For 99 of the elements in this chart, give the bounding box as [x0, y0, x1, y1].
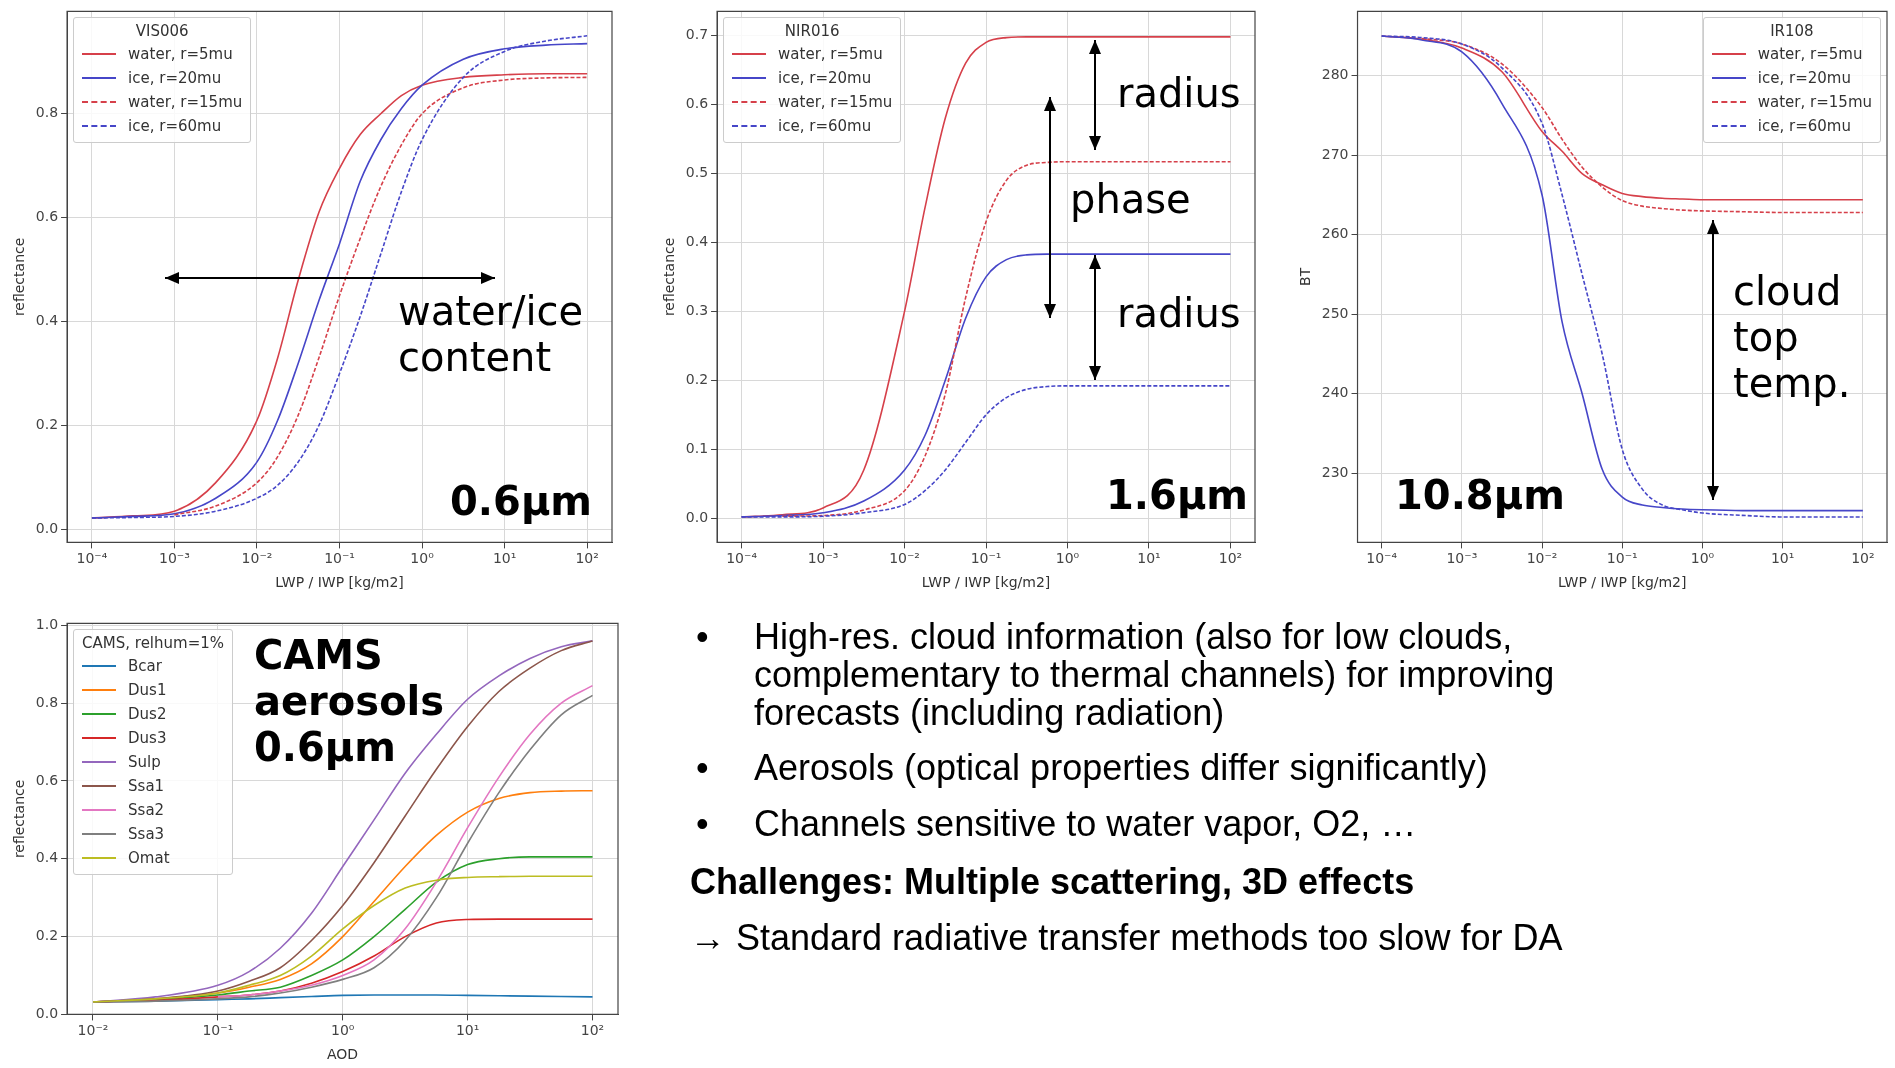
legend-label: Ssa2: [128, 801, 165, 820]
x-tick-label: 10⁻³: [159, 550, 190, 567]
y-tick-label: 0.0: [685, 508, 709, 525]
text: • High-res. cloud information (also for low clouds, complementary to thermal channels) for improving forecasts (including radiation): [696, 616, 1555, 733]
x-tick-label: 10⁻⁴: [76, 550, 108, 567]
annotation: 0.6µm: [450, 478, 592, 524]
y-tick-label: 0.4: [685, 233, 709, 250]
y-tick-label: 0.8: [35, 693, 59, 710]
annotation: CAMS aerosols 0.6µm: [254, 632, 445, 770]
y-tick-label: 0.1: [685, 439, 709, 456]
y-tick-label: 0.8: [35, 104, 59, 121]
y-tick-label: 0.6: [35, 771, 59, 788]
text: • Channels sensitive to water vapor, O2, …: [696, 803, 1417, 845]
x-tick-label: 10¹: [1770, 550, 1795, 567]
text: • Aerosols (optical properties differ significantly): [696, 747, 1488, 789]
x-tick-label: 10⁻²: [77, 1022, 109, 1039]
y-tick-label: 0.4: [35, 312, 59, 329]
annotation: radius: [1117, 290, 1241, 336]
x-tick-label: 10¹: [455, 1022, 480, 1039]
x-axis-title: AOD: [326, 1046, 359, 1063]
y-tick-label: 230: [1321, 463, 1349, 480]
legend-label: ice, r=60mu: [1757, 117, 1851, 136]
y-axis-title: reflectance: [11, 779, 28, 859]
legend-label: water, r=15mu: [778, 93, 893, 112]
x-tick-label: 10⁻²: [241, 550, 273, 567]
y-tick-label: 1.0: [35, 615, 59, 632]
text: Challenges: Multiple scattering, 3D effects: [690, 860, 1416, 903]
y-tick-label: 0.6: [35, 208, 59, 225]
y-axis-title: reflectance: [661, 237, 678, 317]
x-tick-label: 10²: [580, 1022, 605, 1039]
legend-label: ice, r=60mu: [128, 117, 222, 136]
x-tick-label: 10⁻¹: [324, 550, 355, 567]
x-tick-label: 10²: [1218, 550, 1243, 567]
legend-label: ice, r=20mu: [778, 69, 872, 88]
y-tick-label: 0.0: [35, 1005, 59, 1022]
x-tick-label: 10⁰: [410, 550, 435, 567]
y-tick-label: 260: [1321, 225, 1349, 242]
legend-label: water, r=5mu: [778, 45, 883, 64]
x-axis-title: LWP / IWP [kg/m2]: [1558, 574, 1687, 591]
legend-label: water, r=5mu: [1757, 45, 1863, 64]
y-tick-label: 0.3: [685, 302, 709, 319]
x-tick-label: 10⁻³: [1446, 550, 1478, 567]
x-tick-label: 10⁻²: [889, 550, 920, 567]
annotation: phase: [1070, 176, 1191, 222]
x-tick-label: 10⁰: [331, 1022, 355, 1039]
x-tick-label: 10⁻¹: [970, 550, 1002, 567]
y-tick-label: 0.2: [35, 416, 59, 433]
y-tick-label: 0.0: [35, 520, 59, 537]
legend-label: ice, r=20mu: [128, 69, 222, 88]
y-tick-label: 0.5: [685, 164, 709, 181]
legend-label: Omat: [128, 849, 170, 868]
legend-label: water, r=15mu: [128, 93, 243, 112]
x-axis-title: LWP / IWP [kg/m2]: [921, 574, 1051, 591]
y-tick-label: 0.7: [685, 26, 709, 43]
legend-label: Ssa3: [128, 825, 165, 844]
legend-label: Ssa1: [128, 777, 165, 796]
legend-label: Bcar: [128, 657, 162, 676]
annotation: 10.8µm: [1395, 472, 1565, 518]
annotation: cloud top temp.: [1733, 268, 1852, 406]
x-tick-label: 10⁻⁴: [1366, 550, 1398, 567]
legend-label: ice, r=20mu: [1757, 69, 1851, 88]
legend-label: ice, r=60mu: [778, 117, 872, 136]
x-tick-label: 10¹: [492, 550, 517, 567]
x-tick-label: 10⁻⁴: [726, 550, 758, 567]
x-tick-label: 10⁻³: [807, 550, 839, 567]
x-tick-label: 10¹: [1137, 550, 1161, 567]
x-tick-label: 10²: [1851, 550, 1875, 567]
legend-title: IR108: [1769, 22, 1815, 41]
x-tick-label: 10⁻²: [1526, 550, 1558, 567]
y-tick-label: 250: [1321, 304, 1349, 321]
annotation: 1.6µm: [1106, 472, 1248, 518]
y-tick-label: 270: [1321, 145, 1349, 162]
x-tick-label: 10⁰: [1690, 550, 1715, 567]
y-tick-label: 0.2: [685, 370, 709, 387]
y-tick-label: 280: [1321, 66, 1349, 83]
y-tick-label: 0.4: [35, 849, 59, 866]
x-tick-label: 10⁻¹: [1606, 550, 1638, 567]
x-tick-label: 10⁰: [1055, 550, 1080, 567]
annotation: radius: [1117, 70, 1241, 116]
text: → Standard radiative transfer methods too slow for DA: [690, 916, 1564, 959]
legend-title: NIR016: [783, 22, 841, 41]
x-tick-label: 10⁻¹: [202, 1022, 234, 1039]
legend-label: Sulp: [128, 753, 161, 772]
legend-label: Dus3: [128, 729, 167, 748]
x-axis-title: LWP / IWP [kg/m2]: [275, 574, 404, 591]
y-tick-label: 240: [1321, 384, 1349, 401]
y-tick-label: 0.6: [685, 95, 709, 112]
legend-label: water, r=5mu: [128, 45, 233, 64]
annotation: water/ice content: [398, 288, 585, 380]
legend-label: Dus1: [128, 681, 167, 700]
legend-title: VIS006: [134, 22, 190, 41]
line-series: [217, 684, 594, 998]
legend-title: CAMS, relhum=1%: [82, 634, 225, 653]
x-tick-label: 10²: [575, 550, 599, 567]
y-axis-title: reflectance: [11, 237, 28, 317]
y-tick-label: 0.2: [35, 927, 59, 944]
y-axis-title: BT: [1297, 267, 1314, 286]
legend-label: Dus2: [128, 705, 167, 724]
legend-label: water, r=15mu: [1757, 93, 1872, 112]
